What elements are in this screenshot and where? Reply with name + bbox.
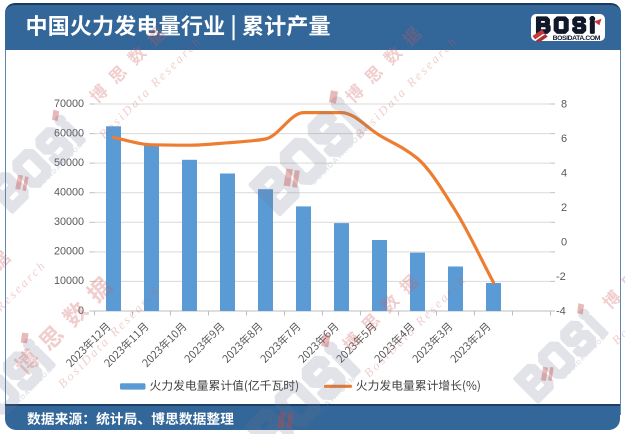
svg-text:10000: 10000 — [54, 275, 84, 287]
svg-text:-4: -4 — [556, 306, 566, 318]
svg-text:40000: 40000 — [54, 187, 84, 199]
svg-text:50000: 50000 — [54, 157, 84, 169]
svg-text:BOSIDATA.COM: BOSIDATA.COM — [553, 35, 601, 42]
svg-text:2: 2 — [561, 202, 567, 214]
svg-text:8: 8 — [561, 99, 567, 111]
svg-text:6: 6 — [561, 133, 567, 145]
svg-text:20000: 20000 — [54, 246, 84, 258]
svg-text:0: 0 — [78, 305, 84, 317]
svg-text:4: 4 — [561, 168, 567, 180]
svg-text:60000: 60000 — [54, 127, 84, 139]
svg-text:70000: 70000 — [54, 98, 84, 110]
svg-text:30000: 30000 — [54, 216, 84, 228]
svg-text:-2: -2 — [556, 271, 566, 283]
svg-text:0: 0 — [561, 237, 567, 249]
